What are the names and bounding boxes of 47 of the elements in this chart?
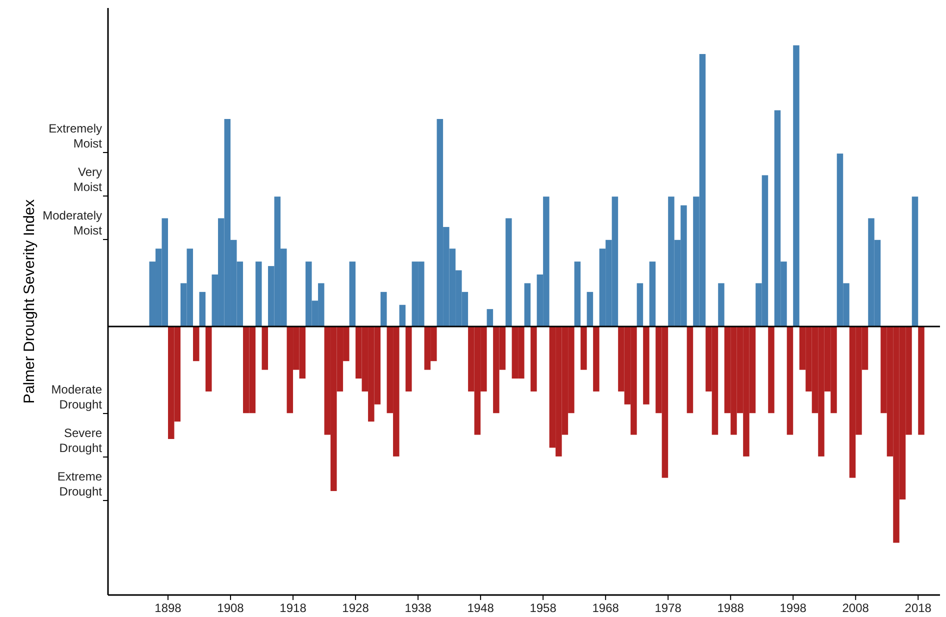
- text: Moderately Moist: [42, 208, 103, 238]
- x-tick-label: 2018: [904, 601, 932, 615]
- bar: [193, 326, 200, 362]
- x-tick-label: 1998: [780, 601, 807, 615]
- bar: [786, 326, 794, 435]
- x-tick-label: 1928: [342, 601, 370, 615]
- bar: [262, 326, 268, 370]
- x-tick-label: 1978: [654, 601, 682, 615]
- bar: [718, 283, 724, 327]
- text: Severe Drought: [59, 426, 103, 456]
- x-tick-label: 1908: [217, 601, 244, 615]
- bar: [530, 326, 537, 392]
- bar: [349, 262, 356, 327]
- y-axis-title: Palmer Drought Severity Index: [21, 198, 38, 404]
- x-tick-label: 1968: [592, 601, 620, 615]
- text: Moderate Drought: [51, 382, 103, 412]
- bar: [768, 326, 774, 414]
- bar: [912, 196, 918, 327]
- x-tick-label: 1898: [154, 601, 182, 615]
- x-tick-label: 1918: [280, 601, 307, 615]
- text: Very Moist: [73, 165, 103, 194]
- bar: [636, 283, 644, 327]
- x-tick-label: 1988: [717, 601, 744, 615]
- bar: [256, 262, 262, 327]
- bar: [643, 326, 650, 404]
- x-tick-label: 1958: [530, 601, 557, 615]
- x-tick-label: 2008: [842, 601, 870, 615]
- bar: [524, 283, 531, 327]
- bar: [686, 326, 694, 414]
- bar: [199, 292, 206, 327]
- bar: [574, 262, 581, 327]
- text: Extreme Drought: [57, 470, 103, 499]
- bar: [649, 262, 656, 327]
- text: Extremely Moist: [48, 122, 103, 151]
- bar: [486, 309, 494, 327]
- bar: [793, 45, 800, 327]
- bar: [506, 218, 512, 327]
- x-tick-label: 1938: [404, 601, 432, 615]
- bar: [918, 326, 924, 435]
- bar: [206, 326, 212, 392]
- x-tick-label: 1948: [467, 601, 494, 615]
- bar: [586, 292, 594, 327]
- bar: [380, 292, 387, 327]
- bar: [399, 304, 406, 327]
- bar: [580, 326, 587, 370]
- bar: [406, 326, 412, 392]
- bar: [593, 326, 600, 392]
